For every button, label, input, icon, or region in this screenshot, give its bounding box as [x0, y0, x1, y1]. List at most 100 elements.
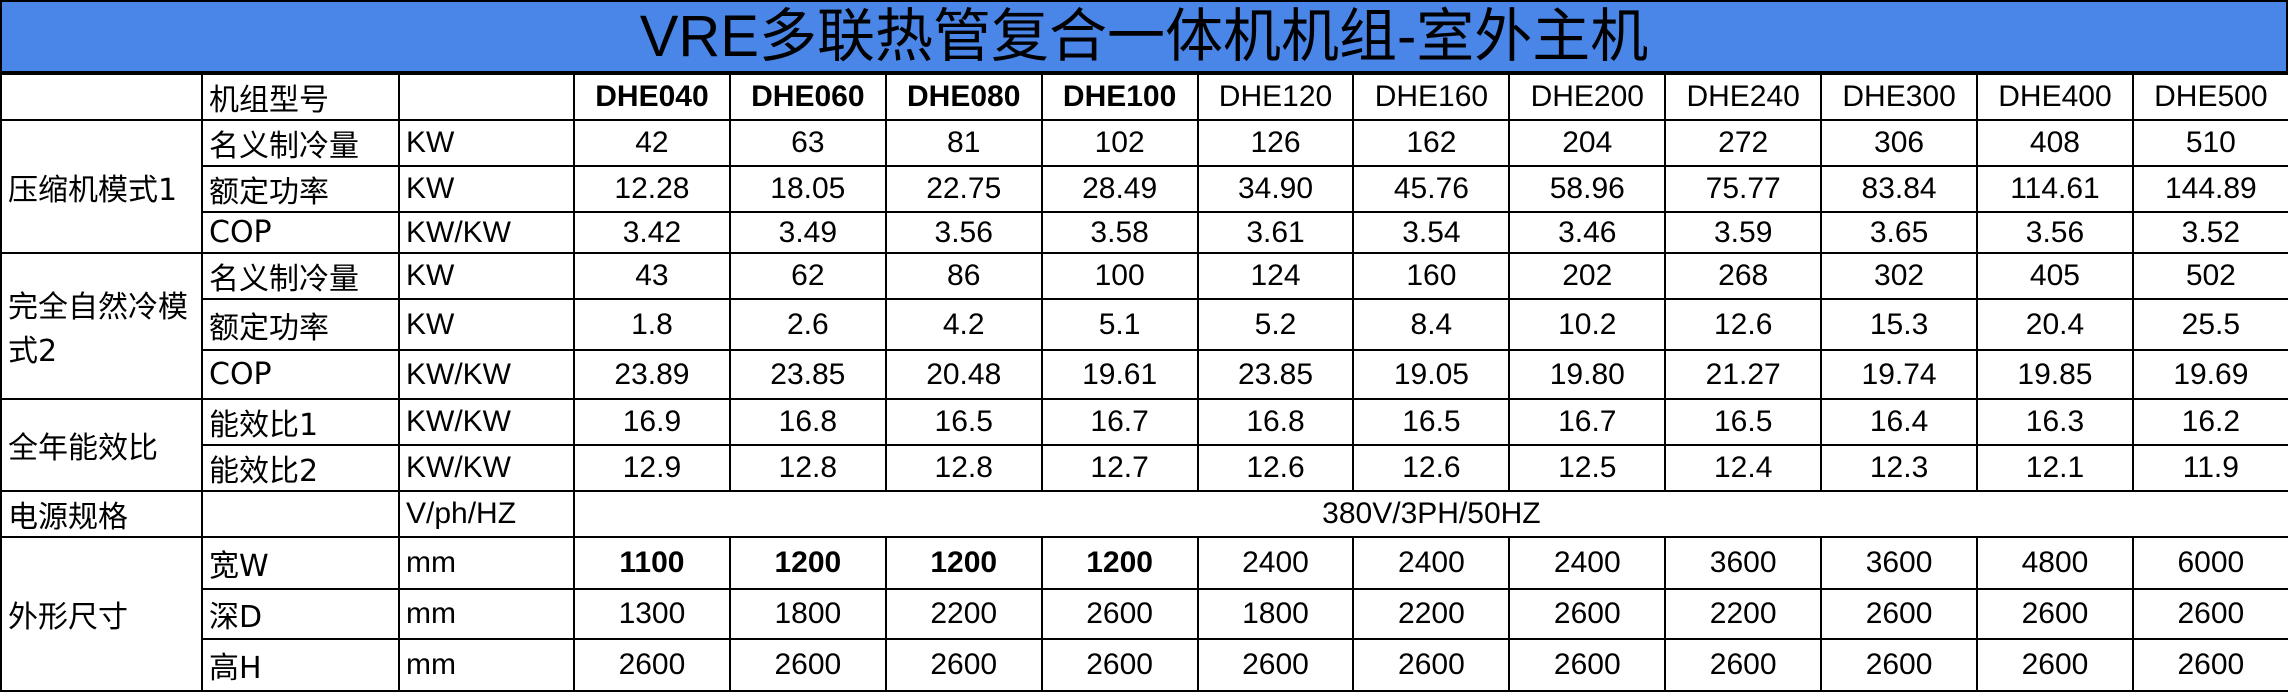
- value-cell: 2200: [1664, 588, 1823, 640]
- value-cell: 12.4: [1664, 444, 1823, 492]
- value-cell: 2600: [1976, 638, 2134, 692]
- value-cell: 23.85: [728, 349, 887, 400]
- value-cell: 15.3: [1820, 298, 1979, 351]
- value-cell: 16.5: [1352, 398, 1511, 446]
- table-row: 压缩机模式1 名义制冷量 KW 42 63 81 102 126 162 204 272 306 408…: [0, 119, 2288, 254]
- value-cell: 2600: [728, 638, 887, 692]
- param-name: 名义制冷量: [201, 119, 400, 167]
- value-cell: 16.5: [884, 398, 1043, 446]
- value-cell: 8.4: [1352, 298, 1511, 351]
- value-cell: 12.3: [1820, 444, 1979, 492]
- value-cell: 2600: [573, 638, 731, 692]
- value-cell: 2600: [884, 638, 1043, 692]
- group-name: 外形尺寸: [0, 536, 203, 692]
- value-cell: 2400: [1196, 536, 1355, 590]
- value-cell: 1200: [728, 536, 887, 590]
- table-row: COP KW/KW 3.42 3.49 3.56 3.58 3.61 3.54 3.46 3.59…: [1, 211, 2288, 254]
- unit: KW: [398, 119, 575, 167]
- value-cell: 12.9: [573, 444, 731, 492]
- unit: KW/KW: [398, 398, 575, 446]
- param-name: 额定功率: [201, 165, 400, 213]
- value-cell: 12.6: [1664, 298, 1823, 351]
- value-cell: 16.4: [1820, 398, 1979, 446]
- value-cell: 272: [1664, 119, 1823, 167]
- value-cell: 2600: [1508, 588, 1667, 640]
- value-cell: 16.7: [1508, 398, 1667, 446]
- param-name: 能效比2: [201, 444, 400, 492]
- group-name: 全年能效比: [0, 398, 203, 492]
- value-cell: 22.75: [884, 165, 1043, 213]
- unit: V/ph/HZ: [398, 490, 575, 538]
- value-cell: 126: [1196, 119, 1355, 167]
- unit: KW/KW: [398, 444, 575, 492]
- param-name: 深D: [201, 588, 400, 640]
- title: VRE多联热管复合一体机机组-室外主机: [0, 0, 2288, 73]
- value-cell: 2600: [1976, 588, 2134, 640]
- value-cell: 19.61: [1040, 349, 1199, 400]
- value-cell: 19.74: [1820, 349, 1979, 400]
- value-cell: 144.89: [2131, 165, 2288, 213]
- value-cell: 202: [1508, 252, 1667, 300]
- value-cell: 160: [1352, 252, 1511, 300]
- value-cell: 3.59: [1664, 211, 1823, 254]
- value-cell: 75.77: [1664, 165, 1823, 213]
- value-cell: 12.8: [884, 444, 1043, 492]
- param-name: 名义制冷量: [201, 252, 400, 300]
- value-cell: 405: [1976, 252, 2134, 300]
- unit: KW: [398, 252, 575, 300]
- value-cell: 4.2: [884, 298, 1043, 351]
- unit: mm: [398, 536, 575, 590]
- value-cell: 3600: [1820, 536, 1979, 590]
- spec-table: 机组型号 DHE040 DHE060 DHE080 DHE100 DHE120 DHE160…: [0, 73, 2288, 692]
- value-cell: 16.8: [728, 398, 887, 446]
- model-name: DHE400: [1976, 73, 2134, 121]
- value-cell: 45.76: [1352, 165, 1511, 213]
- value-cell: 28.49: [1040, 165, 1199, 213]
- model-name: DHE300: [1820, 73, 1979, 121]
- value-cell: 25.5: [2131, 298, 2288, 351]
- value-cell: 1100: [573, 536, 731, 590]
- value-cell: 2600: [1040, 638, 1199, 692]
- value-cell: 3.65: [1820, 211, 1979, 254]
- value-cell: 34.90: [1196, 165, 1355, 213]
- value-cell: 2200: [1352, 588, 1511, 640]
- param-name: 高H: [201, 638, 400, 692]
- value-cell: 12.1: [1976, 444, 2134, 492]
- value-cell: 19.80: [1508, 349, 1667, 400]
- value-cell: 1200: [884, 536, 1043, 590]
- table-row: 深D mm 1300 1800 2200 2600 1800 2200 2600 2200 2600…: [1, 588, 2288, 640]
- value-cell: 3.56: [884, 211, 1043, 254]
- value-cell: 81: [884, 119, 1043, 167]
- model-name: DHE080: [884, 73, 1043, 121]
- table-row: 完全自然冷模式2 名义制冷量 KW 43 62 86 100 124 160 202 268 302 4…: [0, 252, 2288, 400]
- value-cell: 1.8: [573, 298, 731, 351]
- value-cell: 20.4: [1976, 298, 2134, 351]
- value-cell: 63: [728, 119, 887, 167]
- value-cell: 3.52: [2131, 211, 2288, 254]
- value-cell: 124: [1196, 252, 1355, 300]
- value-cell: 204: [1508, 119, 1667, 167]
- value-cell: 2600: [1508, 638, 1667, 692]
- value-cell: 2600: [1352, 638, 1511, 692]
- value-cell: 3.61: [1196, 211, 1355, 254]
- value-cell: 510: [2131, 119, 2288, 167]
- value-cell: 100: [1040, 252, 1199, 300]
- model-name: DHE500: [2131, 73, 2288, 121]
- value-cell: 2600: [1196, 638, 1355, 692]
- model-name: DHE160: [1352, 73, 1511, 121]
- value-cell: 19.69: [2131, 349, 2288, 400]
- value-cell: 3.56: [1976, 211, 2134, 254]
- param-name: COP: [201, 211, 400, 254]
- value-cell: 268: [1664, 252, 1823, 300]
- value-cell: 302: [1820, 252, 1979, 300]
- model-name: DHE040: [573, 73, 731, 121]
- model-name: DHE060: [728, 73, 887, 121]
- value-cell: 19.05: [1352, 349, 1511, 400]
- value-cell: 16.2: [2131, 398, 2288, 446]
- value-cell: 11.9: [2131, 444, 2288, 492]
- param-name: 额定功率: [201, 298, 400, 351]
- value-cell: 16.7: [1040, 398, 1199, 446]
- value-cell: 3600: [1664, 536, 1823, 590]
- unit: KW: [398, 298, 575, 351]
